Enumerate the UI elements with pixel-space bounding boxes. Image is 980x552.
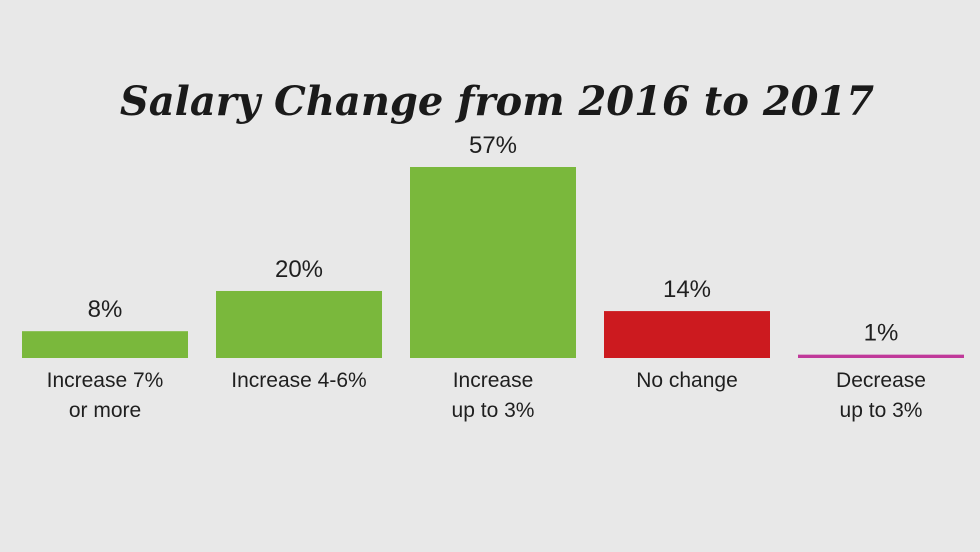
bars-group	[22, 167, 964, 358]
bar-value-label: 8%	[88, 296, 123, 323]
value-labels-group: 8% 20% 57% 14% 1%	[88, 132, 899, 347]
bar-value-label: 57%	[469, 132, 517, 159]
bar	[216, 290, 382, 358]
category-label: Increase 4-6%	[231, 369, 366, 392]
category-label: or more	[69, 399, 141, 422]
bar	[410, 167, 576, 358]
category-label: No change	[636, 369, 738, 392]
category-label: Decrease	[836, 369, 926, 392]
bar-value-label: 14%	[663, 276, 711, 303]
bar-value-label: 20%	[275, 256, 323, 283]
category-label: Increase	[453, 369, 534, 392]
category-label: up to 3%	[452, 399, 535, 422]
category-label: Increase 7%	[47, 369, 164, 392]
bar	[798, 354, 964, 358]
category-labels-group: Increase 7% or more Increase 4-6% Increase u…	[47, 369, 926, 422]
bar	[22, 331, 188, 358]
bar-value-label: 1%	[864, 320, 899, 347]
category-label: up to 3%	[840, 399, 923, 422]
bar	[604, 311, 770, 358]
chart-title: Salary Change from 2016 to 2017	[120, 78, 874, 125]
